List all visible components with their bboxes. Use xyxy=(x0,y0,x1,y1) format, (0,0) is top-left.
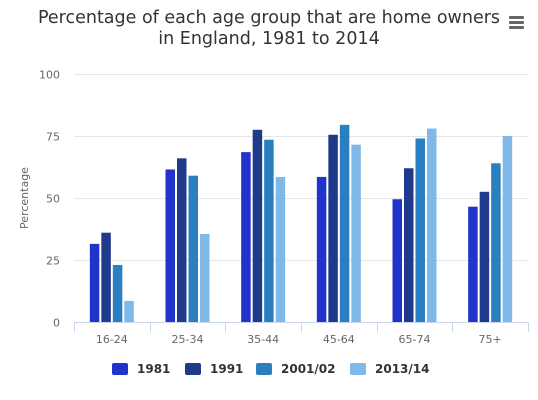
legend-swatch xyxy=(350,363,366,375)
bar-2001-02-65-74 xyxy=(415,138,425,322)
bar-2001-02-16-24 xyxy=(112,264,123,322)
legend-swatch xyxy=(256,363,272,375)
legend-item-2001-02[interactable]: 2001/02 xyxy=(256,358,335,380)
bar-2013-14-35-44 xyxy=(275,176,286,322)
y-tick-label: 50 xyxy=(46,193,60,206)
x-tick-label: 35-44 xyxy=(247,333,279,346)
bar-1981-35-44 xyxy=(241,152,251,322)
bar-1991-16-24 xyxy=(101,232,111,322)
legend-label: 1981 xyxy=(137,362,171,376)
x-tick-label: 65-74 xyxy=(399,333,431,346)
bar-1981-75plus xyxy=(468,206,478,322)
bar-2001-02-35-44 xyxy=(264,139,274,322)
legend-label: 2013/14 xyxy=(375,362,430,376)
x-tick-label: 16-24 xyxy=(96,333,128,346)
bar-1991-25-34 xyxy=(177,158,187,322)
bar-2013-14-16-24 xyxy=(124,300,134,322)
bar-1981-25-34 xyxy=(165,169,175,322)
bar-2013-14-25-34 xyxy=(200,233,210,322)
bar-2001-02-25-34 xyxy=(188,175,198,322)
chart-title-line-1: Percentage of each age group that are ho… xyxy=(37,8,501,28)
bar-2013-14-45-64 xyxy=(351,144,361,322)
bar-2001-02-45-64 xyxy=(339,124,350,322)
bar-1991-75plus xyxy=(479,191,490,322)
legend-label: 2001/02 xyxy=(281,362,336,376)
bar-1991-65-74 xyxy=(404,168,414,322)
y-axis-title: Percentage xyxy=(18,167,31,229)
legend-label: 1991 xyxy=(210,362,244,376)
bar-2013-14-75plus xyxy=(502,136,513,322)
bar-1981-16-24 xyxy=(89,243,100,322)
x-tick-label: 45-64 xyxy=(323,333,355,346)
bar-2013-14-65-74 xyxy=(427,128,437,322)
legend-item-1981[interactable]: 1981 xyxy=(112,358,170,380)
chart-title: Percentage of each age group that are ho… xyxy=(0,8,538,50)
chart-title-line-2: in England, 1981 to 2014 xyxy=(158,29,380,49)
y-tick-label: 0 xyxy=(53,317,60,330)
bar-chart: 0 25 50 75 100 Percentage 16-24 25-34 35-44 45-64… xyxy=(18,69,529,346)
bar-1991-45-64 xyxy=(328,134,338,322)
legend-item-1991[interactable]: 1991 xyxy=(185,358,243,380)
legend-item-2013-14[interactable]: 2013/14 xyxy=(350,358,429,380)
bar-1981-65-74 xyxy=(392,199,402,322)
bar-1981-45-64 xyxy=(316,176,327,322)
chart-legend: 1981 1991 2001/02 2013/14 xyxy=(0,358,538,380)
bar-1991-35-44 xyxy=(252,129,263,322)
legend-swatch xyxy=(185,363,201,375)
y-tick-label: 75 xyxy=(46,131,60,144)
x-tick-label: 75+ xyxy=(479,333,502,346)
hamburger-menu-icon[interactable] xyxy=(504,12,528,34)
legend-swatch xyxy=(112,363,128,375)
y-tick-label: 100 xyxy=(39,69,60,82)
x-tick-label: 25-34 xyxy=(172,333,204,346)
bar-2001-02-75plus xyxy=(491,163,501,322)
y-tick-label: 25 xyxy=(46,255,60,268)
